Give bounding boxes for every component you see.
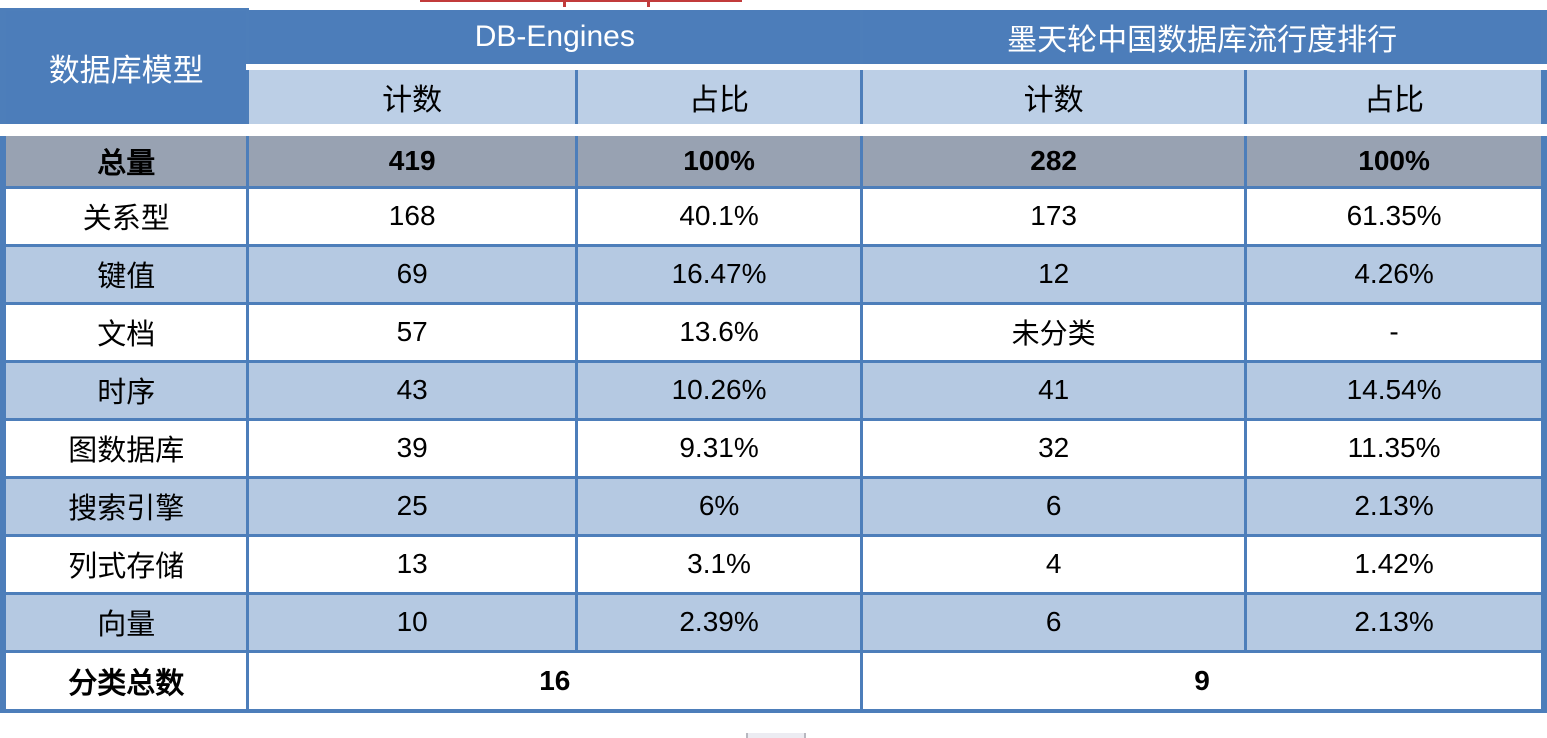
cell-value: 282 [860,134,1248,189]
database-model-comparison-table: 数据库模型 DB-Engines 墨天轮中国数据库流行度排行 计数 占比 计数 … [0,8,1547,713]
table-row: 列式存储 13 3.1% 4 1.42% [1,533,1546,595]
cell-category-total-modb: 9 [860,649,1546,712]
row-header-title: 数据库模型 [1,8,250,125]
table-row: 搜索引擎 25 6% 6 2.13% [1,475,1546,537]
table-row: 向量 10 2.39% 6 2.13% [1,591,1546,653]
row-label: 搜索引擎 [1,475,250,537]
row-label: 关系型 [1,185,250,247]
row-label: 分类总数 [1,649,250,712]
cell-value: 168 [246,185,578,247]
cell-value: 2.13% [1244,475,1546,537]
cell-value: 6% [574,475,864,537]
cell-value: 3.1% [574,533,864,595]
table-row-category-totals: 分类总数 16 9 [1,649,1546,712]
table-row: 关系型 168 40.1% 173 61.35% [1,185,1546,247]
cell-value: 39 [246,417,578,479]
red-annotation-line [420,0,742,2]
cell-value: 6 [860,591,1248,653]
cell-category-total-db-engines: 16 [246,649,864,712]
row-label: 向量 [1,591,250,653]
red-annotation-tick [563,0,566,7]
cell-value: 419 [246,134,578,189]
row-label: 时序 [1,359,250,421]
group-header-modb: 墨天轮中国数据库流行度排行 [860,9,1546,70]
row-label: 总量 [1,134,250,189]
cell-value: 13.6% [574,301,864,363]
cell-value: 12 [860,243,1248,305]
header-body-separator [3,123,1544,136]
row-label: 键值 [1,243,250,305]
table-row: 时序 43 10.26% 41 14.54% [1,359,1546,421]
horizontal-scrollbar-fragment[interactable] [746,733,806,738]
cell-value: 9.31% [574,417,864,479]
cell-value: 2.39% [574,591,864,653]
cell-value: 16.47% [574,243,864,305]
cell-value: 40.1% [574,185,864,247]
table-row-total: 总量 419 100% 282 100% [1,134,1546,189]
cell-value: 57 [246,301,578,363]
cell-value: 43 [246,359,578,421]
cell-value: - [1244,301,1546,363]
cell-value: 173 [860,185,1248,247]
row-label: 图数据库 [1,417,250,479]
cell-value: 2.13% [1244,591,1546,653]
cell-value: 4.26% [1244,243,1546,305]
column-header-count: 计数 [860,65,1248,125]
cell-value: 14.54% [1244,359,1546,421]
cell-value: 41 [860,359,1248,421]
cell-value: 100% [574,134,864,189]
cell-value: 6 [860,475,1248,537]
cell-value: 未分类 [860,301,1248,363]
cell-value: 10.26% [574,359,864,421]
row-label: 文档 [1,301,250,363]
cell-value: 100% [1244,134,1546,189]
column-header-share: 占比 [1244,65,1546,125]
column-header-share: 占比 [574,65,864,125]
cell-value: 4 [860,533,1248,595]
header-row-groups: 数据库模型 DB-Engines 墨天轮中国数据库流行度排行 [1,8,1546,125]
table-row: 图数据库 39 9.31% 32 11.35% [1,417,1546,479]
row-label: 列式存储 [1,533,250,595]
cell-value: 10 [246,591,578,653]
cell-value: 1.42% [1244,533,1546,595]
cell-value: 13 [246,533,578,595]
cell-value: 69 [246,243,578,305]
column-header-count: 计数 [246,65,578,125]
red-annotation-tick [647,0,650,7]
group-header-db-engines: DB-Engines [246,9,864,70]
table-row: 键值 69 16.47% 12 4.26% [1,243,1546,305]
cell-value: 32 [860,417,1248,479]
table-row: 文档 57 13.6% 未分类 - [1,301,1546,363]
cell-value: 25 [246,475,578,537]
cell-value: 61.35% [1244,185,1546,247]
cell-value: 11.35% [1244,417,1546,479]
header-row-subcolumns: 计数 占比 计数 占比 [3,65,1546,125]
